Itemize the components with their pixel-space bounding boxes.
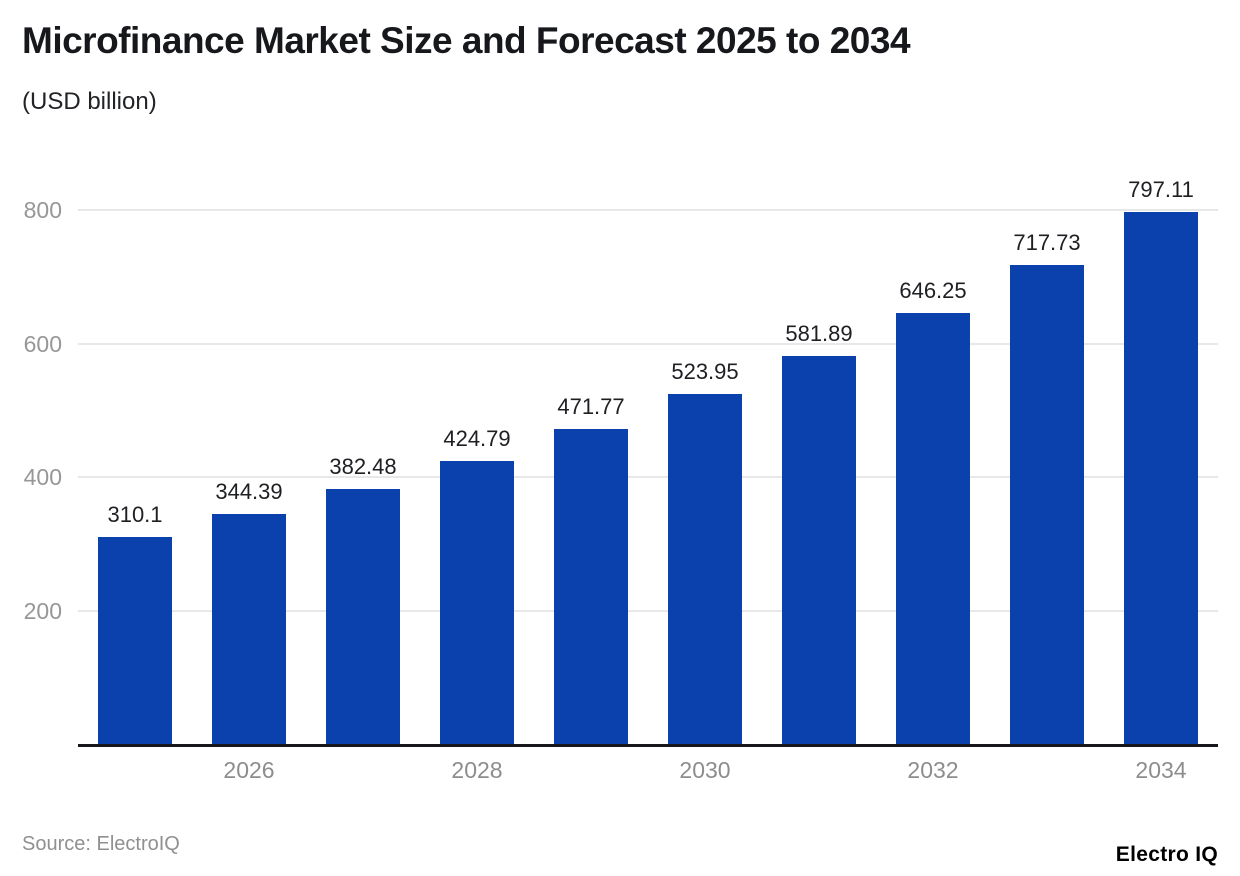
bar-value-label: 581.89 xyxy=(785,320,853,346)
x-tick-label-2025 xyxy=(78,757,192,784)
bar-value-label: 646.25 xyxy=(899,277,967,303)
y-tick-label: 200 xyxy=(23,597,62,624)
bar-2032 xyxy=(896,312,970,744)
y-tick-label: 600 xyxy=(23,330,62,357)
source-note: Source: ElectroIQ xyxy=(22,833,180,855)
x-tick-label-2033 xyxy=(990,757,1104,784)
gridline-400 xyxy=(78,476,1218,479)
gridline-800 xyxy=(78,209,1218,212)
bar-slot-2026: 344.39 xyxy=(192,150,306,744)
chart-title: Microfinance Market Size and Forecast 20… xyxy=(22,20,911,61)
bar-2027 xyxy=(326,488,400,744)
chart-subtitle: (USD billion) xyxy=(22,88,157,115)
brand-logo: Electro IQ xyxy=(1115,843,1218,866)
bars-layer: 310.1 344.39 382.48 424.79 471.77 523.95 581.8… xyxy=(78,150,1218,744)
x-tick-label-2027 xyxy=(306,757,420,784)
bar-value-label: 797.11 xyxy=(1128,177,1194,202)
bar-slot-2025: 310.1 xyxy=(78,150,192,744)
x-axis-line xyxy=(78,744,1218,747)
bar-slot-2027: 382.48 xyxy=(306,150,420,744)
bar-slot-2031: 581.89 xyxy=(762,150,876,744)
bar-2025 xyxy=(98,537,172,744)
gridline-200 xyxy=(78,609,1218,612)
x-tick-label-2032: 2032 xyxy=(907,757,959,783)
bar-value-label: 523.95 xyxy=(671,359,739,385)
bar-slot-2034: 797.11 xyxy=(1104,150,1218,744)
x-tick-label-2030: 2030 xyxy=(679,757,731,783)
bar-2033 xyxy=(1010,264,1084,744)
bar-value-label: 382.48 xyxy=(329,453,397,479)
bar-chart-plot-area: 200 400 600 800 310.1 344.39 382.48 424.79 471.… xyxy=(24,150,1218,783)
bar-value-label: 344.39 xyxy=(215,479,283,505)
bar-value-label: 310.1 xyxy=(107,502,163,528)
bar-slot-2032: 646.25 xyxy=(876,150,990,744)
bar-2034 xyxy=(1124,212,1198,744)
x-tick-label-2029 xyxy=(534,757,648,784)
bar-slot-2030: 523.95 xyxy=(648,150,762,744)
gridline-600 xyxy=(78,342,1218,345)
x-tick-label-2026: 2026 xyxy=(223,757,275,783)
x-axis-tick-labels: 2026 2028 2030 2032 2034 xyxy=(78,757,1218,784)
y-tick-label: 400 xyxy=(23,464,62,491)
bar-value-label: 471.77 xyxy=(557,394,625,420)
y-tick-label: 800 xyxy=(23,197,62,224)
bar-2030 xyxy=(668,394,742,744)
bar-2029 xyxy=(554,429,628,744)
bar-2031 xyxy=(782,355,856,744)
bar-slot-2033: 717.73 xyxy=(990,150,1104,744)
x-tick-label-2028: 2028 xyxy=(451,757,503,783)
bar-2026 xyxy=(212,514,286,744)
bar-value-label: 424.79 xyxy=(443,425,511,451)
x-tick-label-2031 xyxy=(762,757,876,784)
x-tick-label-2034: 2034 xyxy=(1135,757,1187,783)
bar-2028 xyxy=(440,460,514,744)
bar-slot-2029: 471.77 xyxy=(534,150,648,744)
bar-slot-2028: 424.79 xyxy=(420,150,534,744)
bar-value-label: 717.73 xyxy=(1013,229,1081,255)
